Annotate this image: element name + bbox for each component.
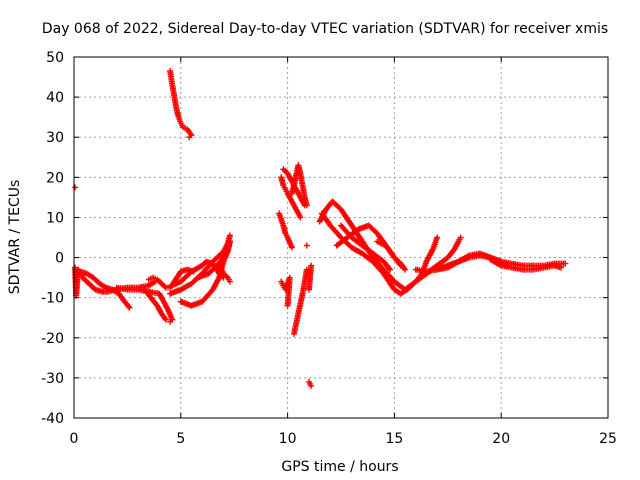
marker-path — [276, 210, 295, 251]
y-tick-label: 0 — [55, 251, 64, 267]
x-tick-label: 15 — [385, 431, 403, 447]
x-tick-label: 10 — [279, 431, 297, 447]
y-tick-label: -40 — [41, 411, 64, 427]
y-axis-label: SDTVAR / TECUs — [7, 180, 23, 295]
axes: 0 5 10 15 20 25 -40 -30 -20 -10 0 10 20 30 40 50 — [41, 50, 617, 447]
series-arc-17 — [291, 266, 310, 337]
marker-path — [288, 162, 310, 209]
grid-lines — [74, 57, 608, 418]
series-arc-18 — [303, 242, 315, 389]
y-tick-label: 30 — [46, 130, 64, 146]
series-arc-1 — [72, 184, 159, 299]
marker-path — [141, 286, 169, 323]
marker-path — [167, 68, 195, 141]
y-tick-label: 40 — [46, 90, 64, 106]
y-tick-label: 10 — [46, 210, 64, 226]
series-arc-20 — [318, 210, 441, 297]
series-arc-23 — [374, 238, 409, 273]
x-tick-label: 25 — [599, 431, 617, 447]
y-tick-label: -30 — [41, 371, 64, 387]
plot-frame — [73, 56, 609, 419]
marker-path — [487, 256, 564, 273]
x-tick-label: 0 — [70, 431, 79, 447]
series-arc-2 — [77, 268, 133, 311]
data-marks — [72, 68, 569, 389]
marker-path — [291, 266, 310, 337]
series-arc-10 — [194, 238, 233, 281]
x-tick-label: 5 — [176, 431, 185, 447]
marker-path — [194, 238, 233, 281]
series-arc-11 — [216, 262, 233, 285]
series-arc-6 — [167, 68, 195, 141]
marker-path — [318, 210, 441, 297]
y-tick-label: -10 — [41, 291, 64, 307]
y-tick-label: -20 — [41, 331, 64, 347]
marker-path — [374, 238, 409, 273]
marker-path — [278, 174, 304, 221]
series-arc-15 — [288, 162, 310, 209]
series-arc-12 — [276, 210, 295, 251]
x-axis-label: GPS time / hours — [281, 459, 398, 475]
marker-path — [303, 242, 315, 389]
marker-path — [77, 268, 133, 311]
series-arc-4 — [141, 286, 169, 323]
marker-path — [278, 274, 293, 309]
y-tick-label: 20 — [46, 170, 64, 186]
series-arc-16 — [278, 274, 293, 309]
series-arc-13 — [278, 174, 304, 221]
series-arc-27 — [487, 256, 564, 273]
x-tick-label: 20 — [492, 431, 510, 447]
y-tick-label: 50 — [46, 50, 64, 66]
chart-title: Day 068 of 2022, Sidereal Day-to-day VTE… — [42, 21, 608, 37]
marker-path — [216, 262, 233, 285]
marker-path — [72, 184, 159, 299]
